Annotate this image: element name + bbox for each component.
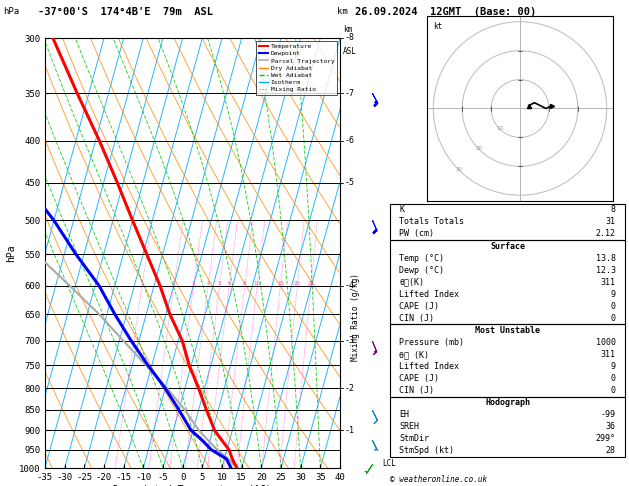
Text: Totals Totals: Totals Totals	[399, 217, 464, 226]
Text: 9: 9	[611, 362, 616, 371]
Text: -4: -4	[345, 281, 355, 290]
Text: StmSpd (kt): StmSpd (kt)	[399, 446, 454, 455]
Text: 9: 9	[611, 290, 616, 299]
Text: CIN (J): CIN (J)	[399, 386, 435, 395]
Text: Surface: Surface	[490, 242, 525, 250]
Text: -8: -8	[345, 34, 355, 42]
Text: 5: 5	[218, 280, 221, 286]
Text: 0: 0	[611, 374, 616, 383]
Text: 10: 10	[496, 126, 503, 131]
Text: 30: 30	[456, 167, 463, 172]
Y-axis label: hPa: hPa	[6, 244, 16, 262]
Text: 12.3: 12.3	[596, 266, 616, 275]
Text: 311: 311	[601, 278, 616, 287]
Text: -99: -99	[601, 410, 616, 419]
Text: kt: kt	[433, 21, 442, 31]
Text: Temp (°C): Temp (°C)	[399, 254, 445, 262]
Text: 36: 36	[606, 422, 616, 431]
Text: Most Unstable: Most Unstable	[475, 326, 540, 335]
Text: 31: 31	[606, 217, 616, 226]
Text: θᴇ(K): θᴇ(K)	[399, 278, 425, 287]
Text: Hodograph: Hodograph	[485, 398, 530, 407]
Text: 28: 28	[606, 446, 616, 455]
Text: 25: 25	[308, 280, 314, 286]
Text: km: km	[337, 7, 347, 17]
Text: -7: -7	[345, 88, 355, 98]
Text: PW (cm): PW (cm)	[399, 229, 435, 239]
Text: EH: EH	[399, 410, 409, 419]
Text: 0: 0	[611, 302, 616, 311]
Text: -2: -2	[345, 384, 355, 393]
Text: K: K	[399, 206, 404, 214]
Text: -37°00'S  174°4B'E  79m  ASL: -37°00'S 174°4B'E 79m ASL	[38, 7, 213, 17]
Text: Pressure (mb): Pressure (mb)	[399, 338, 464, 347]
Text: 20: 20	[476, 146, 483, 152]
Text: 8: 8	[611, 206, 616, 214]
Text: © weatheronline.co.uk: © weatheronline.co.uk	[390, 474, 487, 484]
Text: CAPE (J): CAPE (J)	[399, 374, 440, 383]
Text: hPa: hPa	[3, 7, 19, 17]
Text: CAPE (J): CAPE (J)	[399, 302, 440, 311]
Text: Dewp (°C): Dewp (°C)	[399, 266, 445, 275]
Text: 2: 2	[172, 280, 175, 286]
Text: 4: 4	[206, 280, 210, 286]
Text: 15: 15	[277, 280, 284, 286]
Text: 311: 311	[601, 350, 616, 359]
Text: 299°: 299°	[596, 434, 616, 443]
Text: 1: 1	[140, 280, 144, 286]
Text: km: km	[343, 25, 352, 34]
Text: 0: 0	[611, 386, 616, 395]
Text: 10: 10	[253, 280, 260, 286]
Text: ASL: ASL	[343, 47, 357, 55]
Text: Mixing Ratio (g/kg): Mixing Ratio (g/kg)	[350, 274, 360, 362]
Text: 13.8: 13.8	[596, 254, 616, 262]
Text: CIN (J): CIN (J)	[399, 314, 435, 323]
Text: θᴇ (K): θᴇ (K)	[399, 350, 430, 359]
Text: -6: -6	[345, 136, 355, 145]
Text: LCL: LCL	[382, 459, 396, 468]
Text: -5: -5	[345, 178, 355, 187]
Text: 0: 0	[611, 314, 616, 323]
Text: -1: -1	[345, 426, 355, 435]
X-axis label: Dewpoint / Temperature (°C): Dewpoint / Temperature (°C)	[113, 485, 272, 486]
Text: 3: 3	[192, 280, 196, 286]
Legend: Temperature, Dewpoint, Parcel Trajectory, Dry Adiabat, Wet Adiabat, Isotherm, Mi: Temperature, Dewpoint, Parcel Trajectory…	[256, 41, 337, 95]
Text: 6: 6	[228, 280, 231, 286]
Text: -3: -3	[345, 336, 355, 345]
Text: 26.09.2024  12GMT  (Base: 00): 26.09.2024 12GMT (Base: 00)	[355, 7, 537, 17]
Text: StmDir: StmDir	[399, 434, 430, 443]
Text: SREH: SREH	[399, 422, 420, 431]
Text: 1000: 1000	[596, 338, 616, 347]
Text: 20: 20	[294, 280, 301, 286]
Text: 8: 8	[243, 280, 247, 286]
Text: Lifted Index: Lifted Index	[399, 362, 459, 371]
Text: 2.12: 2.12	[596, 229, 616, 239]
Text: Lifted Index: Lifted Index	[399, 290, 459, 299]
